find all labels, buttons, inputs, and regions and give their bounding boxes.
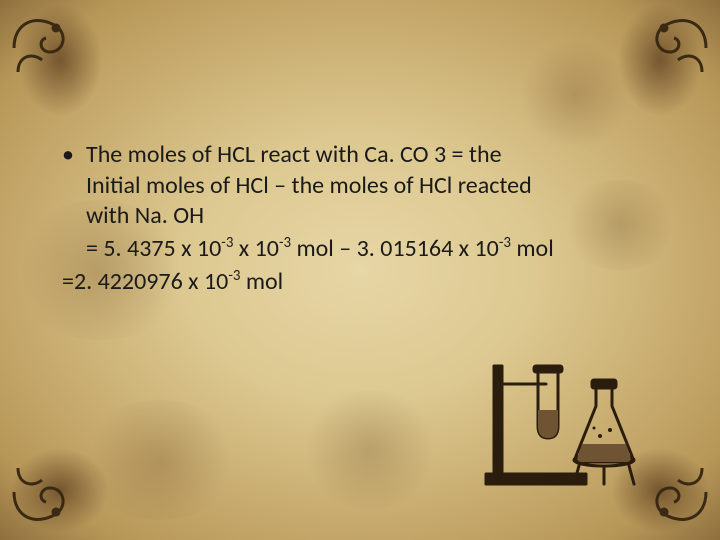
calc-text: mol [511,234,554,263]
result-line: =2. 4220976 x 10-3 mol [62,267,658,298]
bullet-line: with Na. OH [86,201,204,230]
parchment-stain [520,40,630,150]
calc-exponent: -3 [279,233,291,251]
calc-text: mol – [291,234,357,263]
result-text: 2. 4220976 x 10 [74,267,228,296]
result-text: mol [240,267,283,296]
calc-exponent: -3 [499,233,511,251]
bullet-marker: • [62,140,86,232]
bullet-item: • The moles of HCL react with Ca. CO 3 =… [62,140,658,232]
result-exponent: -3 [228,266,240,284]
bullet-line: The moles of HCL react with Ca. CO 3 = t… [86,140,502,169]
result-text: = [62,267,74,296]
calc-text: x 10 [233,234,279,263]
bullet-text: The moles of HCL react with Ca. CO 3 = t… [86,140,658,232]
calc-text: 5. 4375 x 10 [103,234,221,263]
chemistry-apparatus-icon [480,340,650,490]
calc-exponent: -3 [221,233,233,251]
calculation-line: = 5. 4375 x 10-3 x 10-3 mol – 3. 015164 … [62,234,658,265]
calc-text: 3. 015164 x 10 [357,234,499,263]
parchment-stain [300,390,440,510]
corner-ornament-icon [8,462,78,532]
parchment-stain [80,400,240,520]
calc-text: = [86,234,103,263]
corner-ornament-icon [642,8,712,78]
slide-body: • The moles of HCL react with Ca. CO 3 =… [62,140,658,298]
corner-ornament-icon [642,462,712,532]
bullet-line: Initial moles of HCl – the moles of HCl … [86,171,532,200]
corner-ornament-icon [8,8,78,78]
